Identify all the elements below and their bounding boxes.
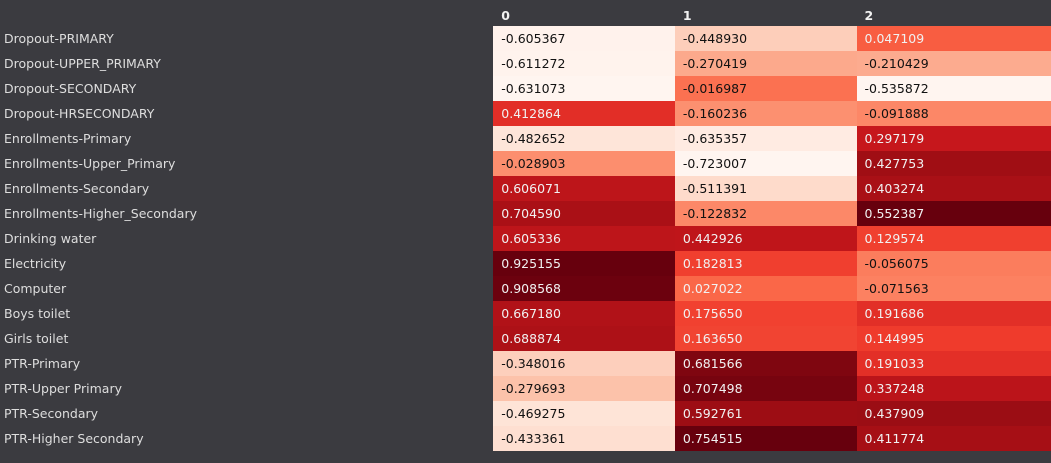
row-label: Enrollments-Higher_Secondary (4, 206, 197, 221)
row-label: Electricity (4, 256, 67, 271)
table-row: Dropout-HRSECONDARY 0.412864 -0.160236 -0.0… (0, 101, 1051, 126)
heatmap-cell: 0.908568 (493, 276, 675, 301)
table-row: Dropout-SECONDARY -0.631073 -0.016987 -0.53… (0, 76, 1051, 101)
heatmap-cell: -0.348016 (493, 351, 675, 376)
row-label: Computer (4, 281, 67, 296)
header-row: 0 1 2 (0, 2, 1051, 26)
heatmap-cell: -0.723007 (674, 151, 857, 176)
heatmap-cell: 0.144995 (856, 326, 1051, 351)
heatmap-cell: 0.191033 (856, 351, 1051, 376)
heatmap-cell: 0.427753 (856, 151, 1051, 176)
row-label: Dropout-PRIMARY (4, 31, 114, 46)
heatmap-cell: -0.016987 (674, 76, 857, 101)
table-row: Dropout-PRIMARY -0.605367 -0.448930 0.04710… (0, 26, 1051, 51)
column-header-0: 0 (501, 7, 510, 23)
table-row: Enrollments-Higher_Secondary 0.704590 -0.1… (0, 201, 1051, 226)
heatmap-cell: 0.754515 (674, 426, 857, 451)
heatmap-cell: -0.160236 (674, 101, 857, 126)
row-label: Dropout-UPPER_PRIMARY (4, 56, 161, 71)
table-row: PTR-Higher Secondary -0.433361 0.754515 0.4… (0, 426, 1051, 451)
heatmap-cell: -0.535872 (856, 76, 1051, 101)
table-header: 0 1 2 (0, 2, 1051, 26)
table-row: Girls toilet 0.688874 0.163650 0.144995 (0, 326, 1051, 351)
row-label: PTR-Upper Primary (4, 381, 122, 396)
heatmap-cell: 0.442926 (674, 226, 857, 251)
heatmap-cell: 0.337248 (856, 376, 1051, 401)
row-label: Girls toilet (4, 331, 69, 346)
row-label: Dropout-SECONDARY (4, 81, 137, 96)
row-label: PTR-Primary (4, 356, 81, 371)
index-header-blank (0, 2, 493, 26)
heatmap-cell: -0.433361 (493, 426, 675, 451)
table-row: Enrollments-Upper_Primary -0.028903 -0.723… (0, 151, 1051, 176)
row-label: Enrollments-Primary (4, 131, 132, 146)
table-row: Drinking water 0.605336 0.442926 0.129574 (0, 226, 1051, 251)
table-row: PTR-Primary -0.348016 0.681566 0.191033 (0, 351, 1051, 376)
heatmap-cell: -0.611272 (493, 51, 675, 76)
table-row: PTR-Secondary -0.469275 0.592761 0.437909 (0, 401, 1051, 426)
row-label: Boys toilet (4, 306, 71, 321)
heatmap-cell: 0.191686 (856, 301, 1051, 326)
heatmap-cell: 0.605336 (493, 226, 675, 251)
row-label: Dropout-HRSECONDARY (4, 106, 155, 121)
heatmap-cell: 0.297179 (856, 126, 1051, 151)
heatmap-cell: -0.469275 (493, 401, 675, 426)
heatmap-cell: -0.511391 (674, 176, 857, 201)
column-header-2: 2 (864, 7, 874, 23)
heatmap-cell: -0.279693 (493, 376, 675, 401)
heatmap-cell: 0.163650 (674, 326, 857, 351)
table-body: Dropout-PRIMARY -0.605367 -0.448930 0.04710… (0, 26, 1051, 451)
heatmap-cell: 0.175650 (674, 301, 857, 326)
heatmap-cell: 0.606071 (493, 176, 675, 201)
heatmap-cell: -0.631073 (493, 76, 675, 101)
heatmap-cell: -0.028903 (493, 151, 675, 176)
heatmap-cell: 0.707498 (674, 376, 857, 401)
heatmap-cell: -0.091888 (856, 101, 1051, 126)
heatmap-cell: 0.129574 (856, 226, 1051, 251)
heatmap-cell: 0.688874 (493, 326, 675, 351)
table-row: Computer 0.908568 0.027022 -0.071563 (0, 276, 1051, 301)
table-row: PTR-Upper Primary -0.279693 0.707498 0.3372… (0, 376, 1051, 401)
heatmap-cell: -0.056075 (856, 251, 1051, 276)
heatmap-cell: 0.925155 (493, 251, 675, 276)
heatmap-cell: -0.210429 (856, 51, 1051, 76)
heatmap-cell: -0.605367 (493, 26, 675, 51)
heatmap-table: 0 1 2 Dropout-PRIMARY -0.605367 -0.448930 0… (0, 2, 1051, 451)
heatmap-cell: 0.047109 (856, 26, 1051, 51)
heatmap-cell: 0.027022 (674, 276, 857, 301)
heatmap-cell: 0.704590 (493, 201, 675, 226)
heatmap-cell: -0.482652 (493, 126, 675, 151)
row-label: PTR-Higher Secondary (4, 431, 144, 446)
heatmap-cell: 0.403274 (856, 176, 1051, 201)
heatmap-cell: 0.592761 (674, 401, 857, 426)
heatmap-cell: 0.667180 (493, 301, 675, 326)
heatmap-cell: 0.182813 (674, 251, 857, 276)
heatmap-cell: -0.448930 (674, 26, 857, 51)
heatmap-cell: -0.122832 (674, 201, 857, 226)
heatmap-cell: -0.635357 (674, 126, 857, 151)
table-row: Electricity 0.925155 0.182813 -0.056075 (0, 251, 1051, 276)
row-label: Drinking water (4, 231, 97, 246)
table-row: Enrollments-Secondary 0.606071 -0.511391 0.… (0, 176, 1051, 201)
table-row: Dropout-UPPER_PRIMARY -0.611272 -0.270419-… (0, 51, 1051, 76)
heatmap-cell: 0.411774 (856, 426, 1051, 451)
row-label: Enrollments-Upper_Primary (4, 156, 176, 171)
row-label: Enrollments-Secondary (4, 181, 150, 196)
heatmap-cell: -0.071563 (856, 276, 1051, 301)
heatmap-cell: 0.552387 (856, 201, 1051, 226)
table-row: Boys toilet 0.667180 0.175650 0.191686 (0, 301, 1051, 326)
column-header-1: 1 (682, 7, 692, 23)
row-label: PTR-Secondary (4, 406, 99, 421)
heatmap-cell: 0.681566 (674, 351, 857, 376)
heatmap-cell: -0.270419 (674, 51, 857, 76)
heatmap-cell: 0.412864 (493, 101, 675, 126)
heatmap-cell: 0.437909 (856, 401, 1051, 426)
table-row: Enrollments-Primary -0.482652 -0.635357 0.2… (0, 126, 1051, 151)
